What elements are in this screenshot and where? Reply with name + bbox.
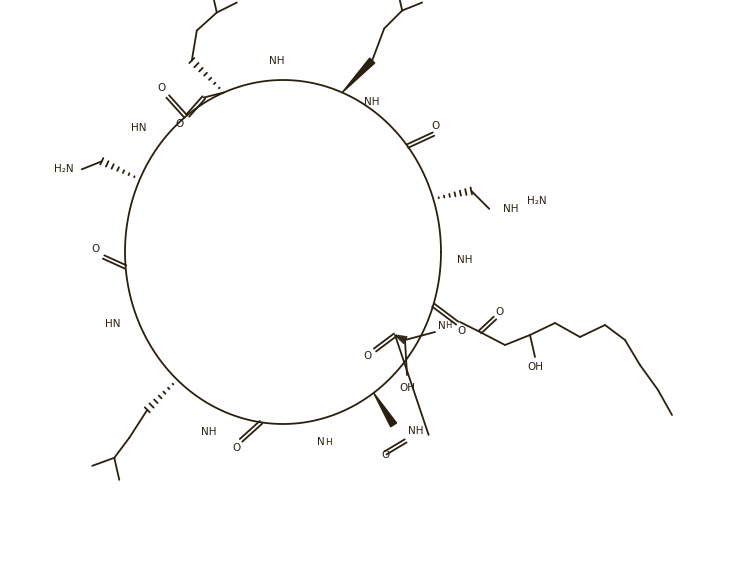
Text: H₂N: H₂N: [54, 164, 74, 174]
Text: N: N: [438, 321, 446, 331]
Text: NH: NH: [269, 56, 285, 66]
Text: NH: NH: [457, 255, 473, 265]
Text: NH: NH: [408, 426, 423, 436]
Text: O: O: [176, 118, 184, 128]
Polygon shape: [342, 58, 375, 93]
Text: O: O: [363, 351, 371, 361]
Text: NH: NH: [503, 204, 519, 214]
Text: HN: HN: [105, 319, 121, 329]
Text: O: O: [232, 443, 240, 453]
Text: O: O: [91, 244, 100, 254]
Text: O: O: [496, 307, 504, 317]
Text: OH: OH: [527, 362, 543, 372]
Text: N: N: [317, 438, 325, 447]
Text: O: O: [382, 450, 390, 460]
Text: NH: NH: [202, 426, 217, 436]
Text: O: O: [457, 326, 465, 336]
Text: O: O: [158, 84, 166, 94]
Text: OH: OH: [399, 383, 415, 393]
Text: O: O: [431, 121, 439, 131]
Text: HN: HN: [131, 123, 147, 133]
Text: H: H: [445, 321, 451, 330]
Text: H₂N: H₂N: [528, 196, 547, 206]
Text: H: H: [325, 438, 332, 447]
Text: NH: NH: [364, 97, 379, 107]
Polygon shape: [373, 393, 396, 427]
